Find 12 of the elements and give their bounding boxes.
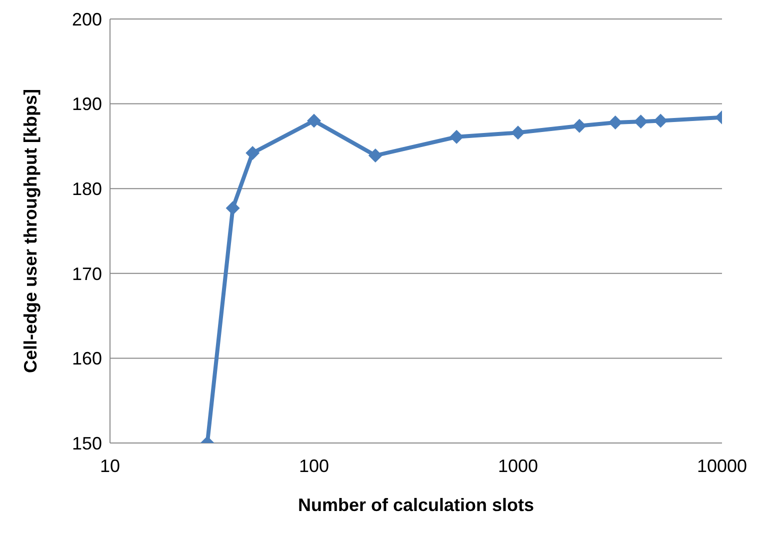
y-tick-label: 180 [72,178,102,199]
y-tick-label: 150 [72,433,102,454]
x-tick-label: 10 [100,456,120,476]
x-tick-label: 10000 [696,456,748,476]
x-tick-label: 1000 [498,456,538,476]
y-tick-label: 170 [72,264,102,284]
x-tick-label: 100 [298,456,330,476]
y-axis-title: Cell-edge user throughput [kbps] [20,88,40,374]
y-tick-label: 200 [72,9,102,30]
x-axis-title: Number of calculation slots [298,495,534,515]
y-tick-label: 190 [72,94,102,114]
y-tick-label: 160 [72,348,102,369]
